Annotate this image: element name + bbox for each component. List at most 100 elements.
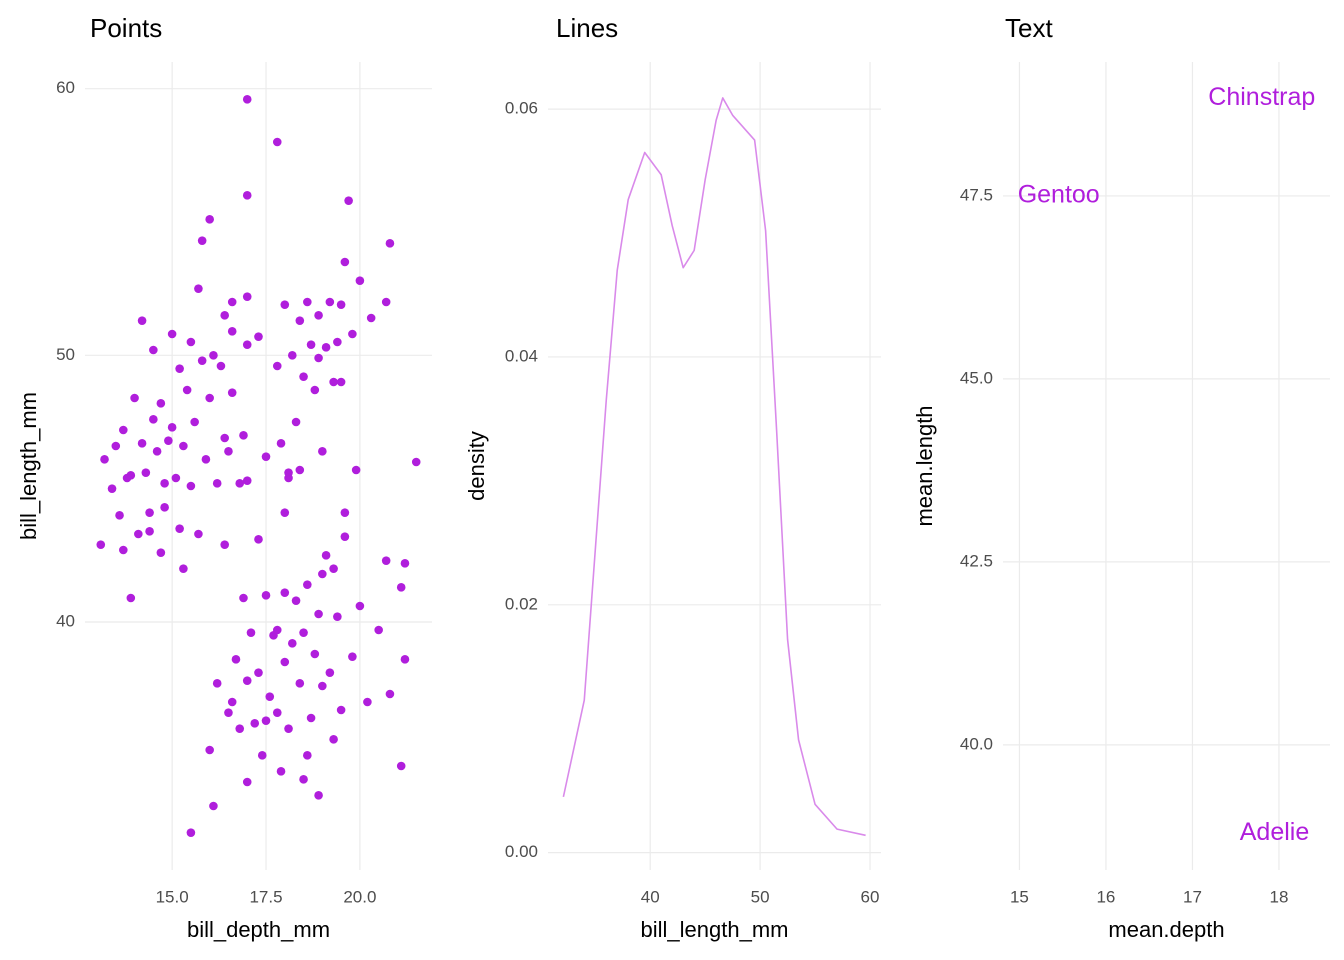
point [209, 801, 218, 811]
panel-title: Points [90, 13, 162, 43]
point [276, 439, 286, 448]
species-label: Chinstrap [1208, 83, 1315, 111]
y-axis-title: density [464, 431, 489, 501]
point [137, 316, 147, 325]
point [111, 441, 121, 451]
point [261, 591, 271, 600]
point [205, 393, 214, 403]
point [284, 724, 293, 733]
point [160, 503, 169, 512]
point [272, 361, 282, 371]
point [201, 455, 211, 464]
point [197, 356, 207, 365]
point [333, 612, 342, 621]
y-tick-label: 0.04 [505, 346, 538, 365]
point [254, 668, 263, 677]
point [340, 508, 350, 517]
point [295, 679, 305, 688]
point [186, 337, 196, 347]
point [179, 564, 188, 573]
point [107, 484, 117, 493]
point [400, 559, 410, 568]
point [216, 361, 226, 371]
point [299, 372, 308, 381]
point [242, 476, 252, 485]
point [363, 697, 372, 707]
y-tick-label: 0.06 [505, 99, 538, 118]
point [227, 327, 237, 336]
point [212, 679, 222, 688]
point [164, 436, 173, 445]
point [314, 609, 323, 619]
point [306, 713, 316, 723]
point [212, 479, 222, 488]
point [149, 345, 158, 355]
y-tick-label: 50 [56, 345, 75, 364]
point [126, 471, 136, 480]
point [385, 689, 395, 699]
point [303, 751, 312, 760]
x-tick-label: 17 [1183, 887, 1202, 906]
point [171, 473, 181, 483]
point [385, 239, 395, 248]
point [235, 724, 245, 733]
point [325, 668, 335, 677]
point [227, 388, 237, 397]
point [209, 351, 218, 360]
point [336, 300, 346, 309]
point [194, 529, 203, 539]
x-tick-label: 60 [861, 887, 880, 906]
point [126, 593, 136, 603]
point [318, 569, 327, 579]
point [299, 775, 308, 784]
point [314, 311, 323, 320]
point [119, 545, 128, 555]
y-tick-label: 60 [56, 78, 75, 97]
x-tick-label: 40 [641, 887, 660, 906]
point [411, 457, 421, 467]
point [220, 433, 230, 443]
point [280, 588, 290, 597]
point [329, 735, 338, 744]
point [381, 297, 391, 307]
point [141, 468, 151, 477]
point [186, 828, 196, 837]
point [261, 716, 271, 725]
point [336, 705, 346, 715]
point [400, 655, 410, 664]
point [96, 540, 106, 549]
point [134, 529, 143, 539]
point [250, 719, 260, 728]
point [242, 340, 252, 349]
point [224, 447, 233, 456]
y-axis-title: mean.length [912, 405, 937, 526]
y-tick-label: 0.00 [505, 842, 538, 861]
x-tick-label: 18 [1269, 887, 1288, 906]
point [396, 761, 406, 771]
point [257, 751, 267, 760]
point [295, 316, 305, 325]
x-tick-label: 15 [1010, 887, 1029, 906]
point [149, 415, 158, 424]
point [242, 676, 252, 685]
point [246, 628, 256, 637]
point [291, 596, 301, 605]
point [272, 625, 282, 635]
point [314, 353, 323, 363]
point [227, 697, 237, 707]
point [366, 313, 376, 323]
point [239, 431, 248, 440]
point [175, 364, 184, 373]
point [272, 708, 282, 717]
density-line [562, 97, 866, 837]
point [295, 465, 305, 475]
point [175, 524, 184, 533]
point [242, 292, 252, 301]
panel-title: Text [1005, 13, 1053, 43]
point [329, 564, 338, 573]
point [318, 447, 327, 456]
point [205, 745, 214, 755]
point [280, 300, 290, 309]
point [227, 297, 237, 307]
